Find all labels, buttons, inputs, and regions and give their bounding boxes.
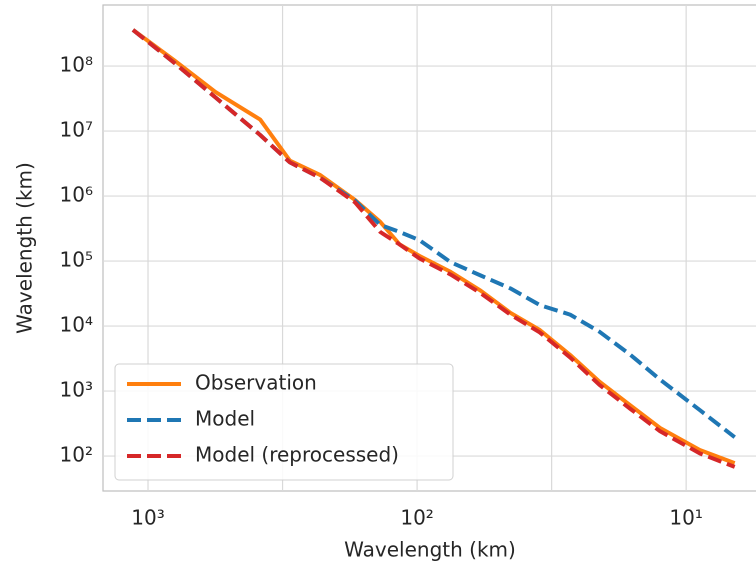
x-axis-label: Wavelength (km) — [344, 538, 516, 562]
y-tick-label: 10⁴ — [60, 313, 93, 337]
legend-label: Observation — [195, 371, 317, 395]
y-tick-label: 10⁷ — [60, 118, 93, 142]
y-tick-label: 10⁸ — [60, 53, 93, 77]
y-tick-label: 10⁶ — [60, 183, 93, 207]
data-line — [131, 28, 736, 469]
x-tick-label: 10³ — [131, 506, 164, 530]
x-tick-label: 10² — [400, 506, 433, 530]
legend-box — [114, 363, 454, 481]
legend-label: Model — [195, 407, 255, 431]
y-axis-label: Wavelength (km) — [13, 162, 37, 334]
y-tick-label: 10² — [60, 443, 93, 467]
data-line — [131, 28, 736, 465]
x-tick-label: 10¹ — [669, 506, 702, 530]
y-tick-label: 10³ — [60, 378, 93, 402]
y-tick-label: 10⁵ — [60, 248, 93, 272]
legend-label: Model (reprocessed) — [195, 443, 399, 467]
